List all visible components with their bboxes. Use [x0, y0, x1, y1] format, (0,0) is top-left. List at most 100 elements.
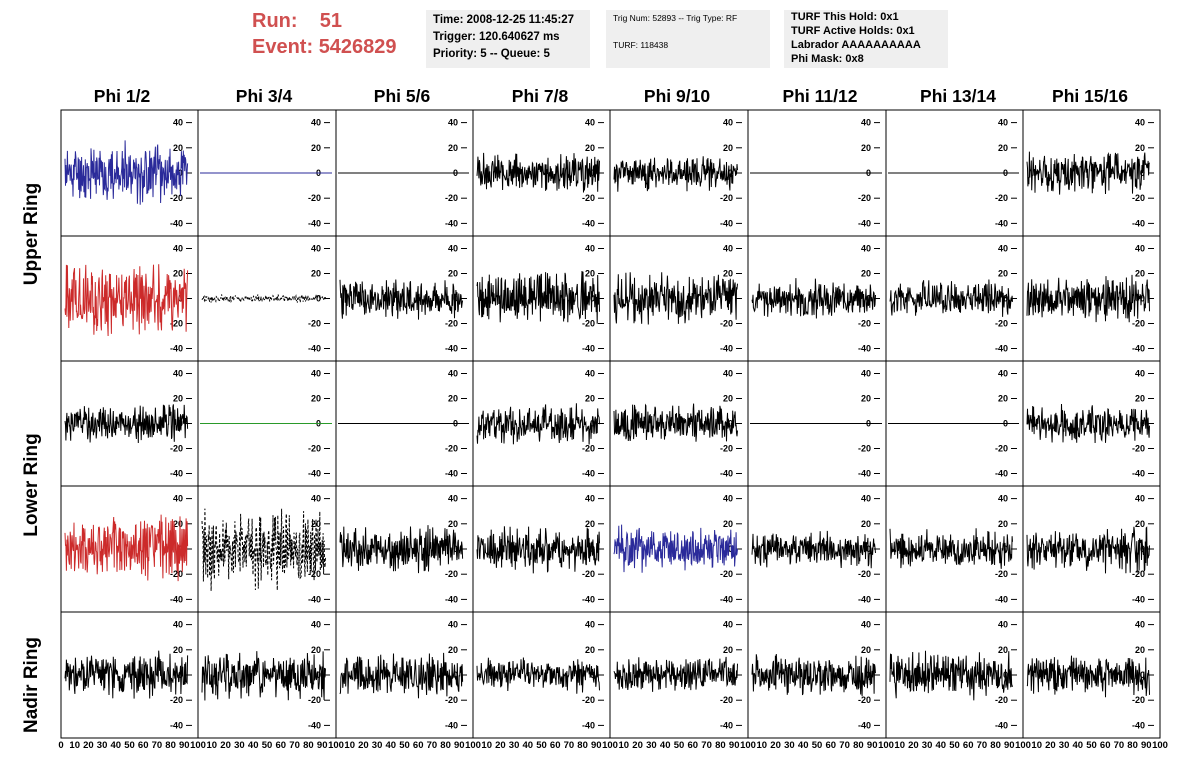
y-tick-label: -20 — [445, 319, 458, 329]
waveform-trace — [476, 526, 600, 574]
waveform-trace — [1026, 655, 1150, 698]
y-tick-label: -20 — [582, 695, 595, 705]
waveform-trace — [64, 650, 189, 699]
x-tick-label: 90 — [1004, 740, 1015, 751]
y-tick-label: 20 — [585, 645, 595, 655]
x-tick-label: 20 — [908, 740, 919, 751]
x-tick-label: 40 — [523, 740, 534, 751]
column-header-phi-5-6: Phi 5/6 — [373, 86, 431, 106]
x-tick-label: 50 — [949, 740, 960, 751]
x-tick-label: 80 — [715, 740, 726, 751]
x-tick-label: 100 — [878, 740, 894, 751]
y-tick-label: -20 — [720, 569, 733, 579]
y-tick-label: 40 — [723, 369, 733, 379]
y-tick-label: 20 — [1135, 143, 1145, 153]
y-tick-label: -40 — [445, 720, 458, 730]
x-tick-label: 70 — [1114, 740, 1125, 751]
y-tick-label: -20 — [720, 695, 733, 705]
column-header-phi-13-14: Phi 13/14 — [920, 86, 996, 106]
y-tick-label: -20 — [995, 569, 1008, 579]
column-header-phi-9-10: Phi 9/10 — [643, 86, 711, 106]
y-tick-label: -40 — [170, 594, 183, 604]
x-tick-label: 20 — [770, 740, 781, 751]
turf-info-box: TURF This Hold: 0x1 TURF Active Holds: 0… — [784, 10, 948, 68]
run-row: Run: 51 — [252, 8, 397, 34]
x-tick-label: 40 — [660, 740, 671, 751]
y-tick-label: 40 — [448, 369, 458, 379]
y-tick-label: -40 — [1132, 218, 1145, 228]
y-tick-label: -40 — [170, 344, 183, 354]
x-tick-label: 60 — [826, 740, 837, 751]
y-tick-label: -20 — [445, 193, 458, 203]
x-tick-label: 80 — [440, 740, 451, 751]
y-tick-label: -20 — [445, 695, 458, 705]
y-tick-label: -20 — [720, 193, 733, 203]
x-tick-label: 50 — [399, 740, 410, 751]
waveform-trace — [889, 650, 1013, 701]
y-tick-label: -40 — [582, 218, 595, 228]
x-tick-label: 50 — [536, 740, 547, 751]
y-tick-label: -40 — [720, 469, 733, 479]
priority-text: Priority: 5 -- Queue: 5 — [433, 48, 550, 60]
run-label: Run: — [252, 10, 298, 32]
x-tick-label: 80 — [1127, 740, 1138, 751]
waveform-trace — [613, 272, 738, 325]
x-tick-label: 60 — [1100, 740, 1111, 751]
y-tick-label: 20 — [861, 645, 871, 655]
y-tick-label: -20 — [582, 193, 595, 203]
y-tick-label: -40 — [308, 218, 321, 228]
y-tick-label: -20 — [858, 569, 871, 579]
y-tick-label: 20 — [448, 143, 458, 153]
y-tick-label: 40 — [448, 244, 458, 254]
waveform-trace — [64, 514, 189, 582]
y-tick-label: 40 — [723, 494, 733, 504]
y-tick-label: -40 — [582, 594, 595, 604]
y-tick-label: -40 — [995, 469, 1008, 479]
x-tick-label: 20 — [358, 740, 369, 751]
labrador-text: Labrador AAAAAAAAAA — [791, 39, 921, 51]
turf-hold-text: TURF This Hold: 0x1 — [791, 11, 899, 23]
x-tick-label: 60 — [688, 740, 699, 751]
y-tick-label: 20 — [998, 645, 1008, 655]
y-tick-label: 40 — [311, 244, 321, 254]
x-tick-label: 10 — [207, 740, 218, 751]
y-tick-label: -20 — [1132, 569, 1145, 579]
x-tick-label: 10 — [1031, 740, 1042, 751]
y-tick-label: 20 — [311, 269, 321, 279]
y-tick-label: -40 — [170, 218, 183, 228]
column-header-phi-1-2: Phi 1/2 — [93, 86, 151, 106]
x-tick-label: 30 — [97, 740, 108, 751]
y-tick-label: 20 — [861, 269, 871, 279]
y-tick-label: -20 — [170, 695, 183, 705]
waveform-trace — [476, 270, 600, 324]
y-tick-label: 0 — [1140, 294, 1145, 304]
y-tick-label: 20 — [861, 519, 871, 529]
x-tick-label: 100 — [740, 740, 756, 751]
x-tick-label: 30 — [1059, 740, 1070, 751]
y-tick-label: 40 — [585, 620, 595, 630]
y-tick-label: -40 — [582, 344, 595, 354]
y-tick-label: -20 — [308, 319, 321, 329]
x-tick-label: 10 — [69, 740, 80, 751]
waveform-trace — [1026, 274, 1150, 323]
y-tick-label: 20 — [723, 645, 733, 655]
x-tick-label: 70 — [564, 740, 575, 751]
waveform-trace — [751, 653, 876, 697]
y-tick-label: -20 — [308, 695, 321, 705]
turf-num-text: TURF: 118438 — [613, 40, 669, 50]
x-tick-label: 10 — [481, 740, 492, 751]
y-tick-label: 40 — [311, 118, 321, 128]
y-tick-label: 20 — [723, 394, 733, 404]
y-tick-label: -20 — [445, 569, 458, 579]
